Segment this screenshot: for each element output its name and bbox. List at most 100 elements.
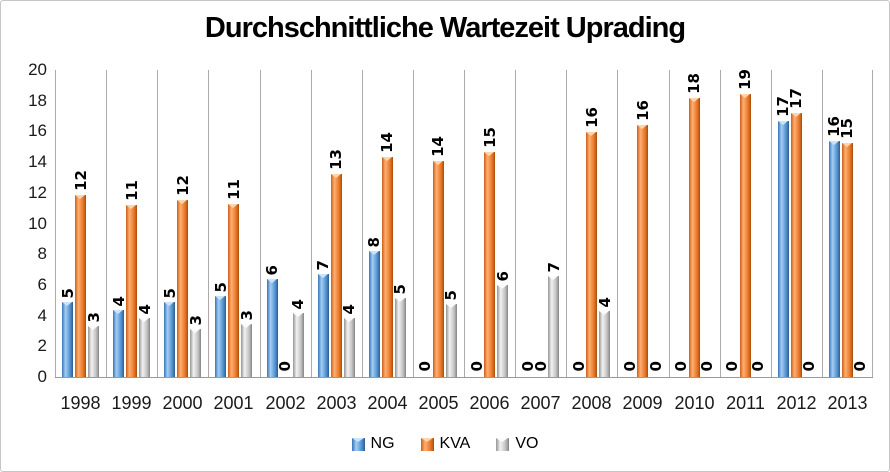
bar-label: 13 [327, 149, 346, 170]
bar-ng-2000 [164, 302, 176, 377]
y-tick-label: 14 [28, 152, 47, 171]
bar-kva-2000 [177, 200, 189, 377]
gridline [311, 70, 312, 377]
bar-label: 7 [544, 261, 563, 272]
gridline [872, 70, 873, 377]
bar-label: 0 [723, 360, 742, 371]
bar-label: 7 [314, 259, 333, 270]
kva-series-swatch-icon [420, 437, 434, 451]
y-tick-label: 12 [28, 183, 47, 202]
bar-label: 16 [582, 107, 601, 128]
bar-label: 0 [698, 360, 717, 371]
bar-label: 3 [237, 309, 256, 320]
bar-label: 0 [672, 360, 691, 371]
bar-vo-2008 [599, 311, 611, 377]
x-tick-label: 2004 [367, 393, 408, 413]
bar-kva-2008 [586, 132, 598, 377]
x-tick-label: 2008 [571, 393, 612, 413]
bar-label: 6 [493, 270, 512, 281]
y-tick-label: 2 [37, 336, 47, 355]
bar-ng-1999 [113, 310, 125, 377]
legend-label-kva: KVA [439, 435, 471, 452]
x-tick-label: 2005 [418, 393, 459, 413]
y-tick-label: 20 [28, 60, 47, 79]
bar-kva-2013 [841, 143, 853, 377]
gridline [157, 70, 158, 377]
gridline [413, 70, 414, 377]
bar-label: 4 [595, 296, 614, 307]
bar-kva-2010 [688, 98, 700, 377]
x-tick-label: 2012 [776, 393, 817, 413]
bar-label: 15 [480, 127, 499, 148]
gridline [669, 70, 670, 377]
gridline [515, 70, 516, 377]
bar-label: 12 [173, 175, 192, 196]
bar-label: 11 [224, 179, 243, 200]
bar-vo-2004 [394, 298, 406, 377]
bar-kva-2011 [739, 94, 751, 377]
bar-label: 0 [416, 360, 435, 371]
bar-vo-2003 [343, 318, 355, 377]
bar-kva-2004 [381, 157, 393, 377]
bar-label: 0 [800, 360, 819, 371]
x-tick-label: 2011 [726, 393, 765, 413]
gridline [771, 70, 772, 377]
gridline [106, 70, 107, 377]
x-tick-label: 2003 [316, 393, 357, 413]
y-tick-label: 16 [28, 121, 47, 140]
y-tick-label: 10 [28, 214, 47, 233]
gridline [720, 70, 721, 377]
bar-label: 0 [569, 360, 588, 371]
bar-kva-2005 [432, 161, 444, 377]
bar-kva-2006 [484, 152, 496, 377]
bar-vo-2001 [241, 324, 253, 377]
x-tick-label: 2001 [213, 393, 254, 413]
legend-label-vo: VO [515, 435, 539, 452]
legend-item-ng: NG [351, 435, 395, 453]
bar-label: 4 [340, 303, 359, 314]
x-tick-label: 2000 [162, 393, 203, 413]
x-tick-label: 1999 [111, 393, 152, 413]
vo-series-swatch-icon [496, 437, 510, 451]
bar-kva-2012 [790, 113, 802, 377]
y-tick-label: 0 [37, 367, 47, 386]
bar-label: 6 [263, 264, 282, 275]
bar-kva-2003 [330, 174, 342, 377]
bar-kva-2009 [637, 125, 649, 377]
x-tick-label: 2002 [265, 393, 306, 413]
bar-label: 3 [84, 311, 103, 322]
bar-label: 4 [289, 298, 308, 309]
bar-kva-1999 [126, 205, 138, 377]
legend: NG KVA VO [1, 433, 889, 455]
bar-ng-2001 [215, 296, 227, 377]
gridline [362, 70, 363, 377]
legend-label-ng: NG [370, 435, 395, 452]
gridline [464, 70, 465, 377]
bar-label: 0 [276, 360, 295, 371]
bar-kva-1998 [75, 195, 87, 377]
x-tick-label: 2009 [622, 393, 663, 413]
gridline [822, 70, 823, 377]
gridline [260, 70, 261, 377]
bar-vo-2005 [445, 304, 457, 377]
bar-label: 0 [851, 360, 870, 371]
bar-kva-2001 [228, 204, 240, 377]
bar-label: 3 [186, 314, 205, 325]
plot-area: 5 4 5 5 6 7 8 0 0 0 0 0 0 0 17 16 12 11 12 11 0 13 14 14 15 0 16 16… [55, 69, 873, 378]
bar-vo-2002 [292, 313, 304, 377]
bar-label: 18 [685, 73, 704, 94]
bar-label: 0 [620, 360, 639, 371]
y-tick-label: 18 [28, 91, 47, 110]
bar-ng-2013 [828, 141, 840, 377]
gridline [617, 70, 618, 377]
bar-ng-2003 [317, 274, 329, 377]
bar-label: 0 [531, 360, 550, 371]
gridline [566, 70, 567, 377]
bar-label: 0 [749, 360, 768, 371]
bar-label: 5 [442, 289, 461, 300]
bar-label: 4 [109, 295, 128, 306]
bar-vo-2000 [190, 329, 202, 377]
bar-label: 19 [736, 69, 755, 90]
bar-label: 5 [58, 287, 77, 298]
